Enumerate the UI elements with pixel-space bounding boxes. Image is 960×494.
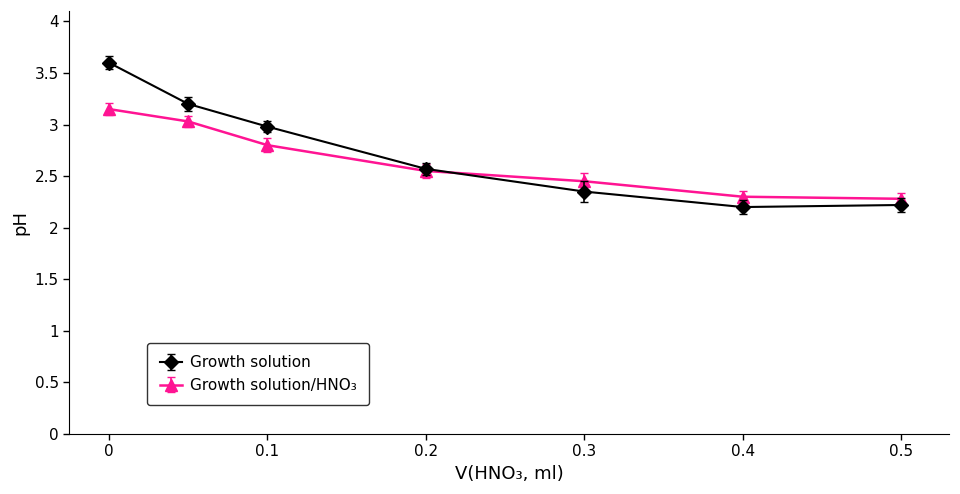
- Y-axis label: pH: pH: [12, 210, 29, 235]
- Legend: Growth solution, Growth solution/HNO₃: Growth solution, Growth solution/HNO₃: [147, 343, 369, 405]
- X-axis label: V(HNO₃, ml): V(HNO₃, ml): [455, 465, 564, 483]
